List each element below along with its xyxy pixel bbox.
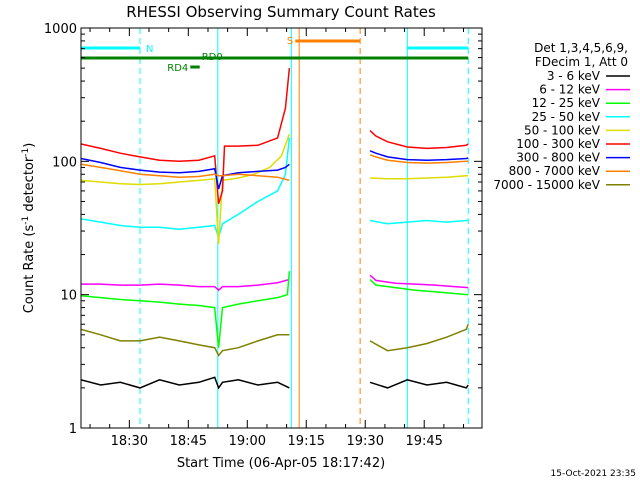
y-axis: 1 10 100 1000 [44,22,482,437]
chart-title: RHESSI Observing Summary Count Rates [126,3,436,21]
series-line-100-300-kev-2 [369,130,469,150]
legend-label-800-7000-kev: 800 - 7000 keV [509,164,601,178]
series-line-3-6-kev-2 [369,379,469,389]
y-axis-label-tail: detector [22,156,37,216]
y-tick-label-10: 10 [60,289,77,304]
x-tick-label-19-15: 19:15 [288,434,325,449]
flag-label-rd0: RD0 [202,52,223,63]
series-layer [81,68,469,390]
y-tick-label-100: 100 [52,155,77,170]
legend-label-7000-15000-kev: 7000 - 15000 keV [493,178,600,192]
legend-label-3-6-kev: 3 - 6 keV [547,69,601,83]
series-line-25-50-kev-2 [369,219,469,225]
series-3-6-kev [81,376,469,390]
legend-header-line-1: Det 1,3,4,5,6,9, [534,41,628,55]
series-line-25-50-kev-1 [81,137,291,240]
flag-bars-layer: N S RD0 RD4 [81,36,469,74]
legend-label-50-100-kev: 50 - 100 keV [524,123,601,137]
legend-label-12-25-kev: 12 - 25 keV [532,96,601,110]
series-line-50-100-kev-1 [81,133,291,245]
y-axis-label: Count Rate (s-1 detector-1) [21,143,37,314]
series-50-100-kev [81,133,469,245]
flag-label-n: N [146,44,153,55]
x-tick-label-18-45: 18:45 [170,434,207,449]
x-tick-label-19-00: 19:00 [229,434,266,449]
series-line-50-100-kev-2 [369,174,469,180]
series-6-12-kev [81,274,469,292]
series-line-300-800-kev-1 [81,157,290,190]
series-line-3-6-kev-1 [81,376,290,390]
series-12-25-kev [81,271,469,348]
series-line-6-12-kev-2 [369,274,469,289]
y-tick-label-1000: 1000 [44,22,77,37]
series-300-800-kev [81,150,469,190]
legend-label-25-50-kev: 25 - 50 keV [532,110,601,124]
y-tick-label-1: 1 [69,422,77,437]
legend: Det 1,3,4,5,6,9, FDecim 1, Att 0 3 - 6 k… [493,41,630,192]
series-25-50-kev [81,137,469,240]
x-tick-label-18-30: 18:30 [111,434,148,449]
series-line-12-25-kev-1 [81,271,291,348]
series-line-12-25-kev-2 [369,278,469,296]
plot-frame [80,27,483,429]
y-axis-label-main: Count Rate (s [22,225,37,314]
legend-label-6-12-kev: 6 - 12 keV [539,83,601,97]
y-axis-label-sup: -1 [21,216,31,225]
flag-label-rd4: RD4 [167,63,188,74]
y-axis-label-end: ) [22,143,37,148]
flag-label-s: S [287,36,293,47]
legend-header-line-2: FDecim 1, Att 0 [535,55,628,69]
y-axis-label-sup2: -1 [21,148,31,157]
x-axis: 18:30 18:45 19:00 19:15 19:30 19:45 [89,28,465,449]
series-800-7000-kev [81,154,469,182]
series-line-300-800-kev-2 [369,150,469,161]
series-line-7000-15000-kev-1 [81,328,290,357]
legend-label-300-800-kev: 300 - 800 keV [516,151,600,165]
x-axis-label: Start Time (06-Apr-05 18:17:42) [177,456,385,471]
series-line-6-12-kev-1 [81,278,290,292]
legend-label-100-300-kev: 100 - 300 keV [516,137,600,151]
series-line-800-7000-kev-1 [81,163,290,182]
series-line-800-7000-kev-2 [369,154,469,164]
footer-date: 15-Oct-2021 23:35 [551,469,636,479]
x-tick-label-19-30: 19:30 [347,434,384,449]
x-tick-label-19-45: 19:45 [405,434,442,449]
series-7000-15000-kev [81,323,469,357]
series-line-7000-15000-kev-2 [369,323,469,352]
